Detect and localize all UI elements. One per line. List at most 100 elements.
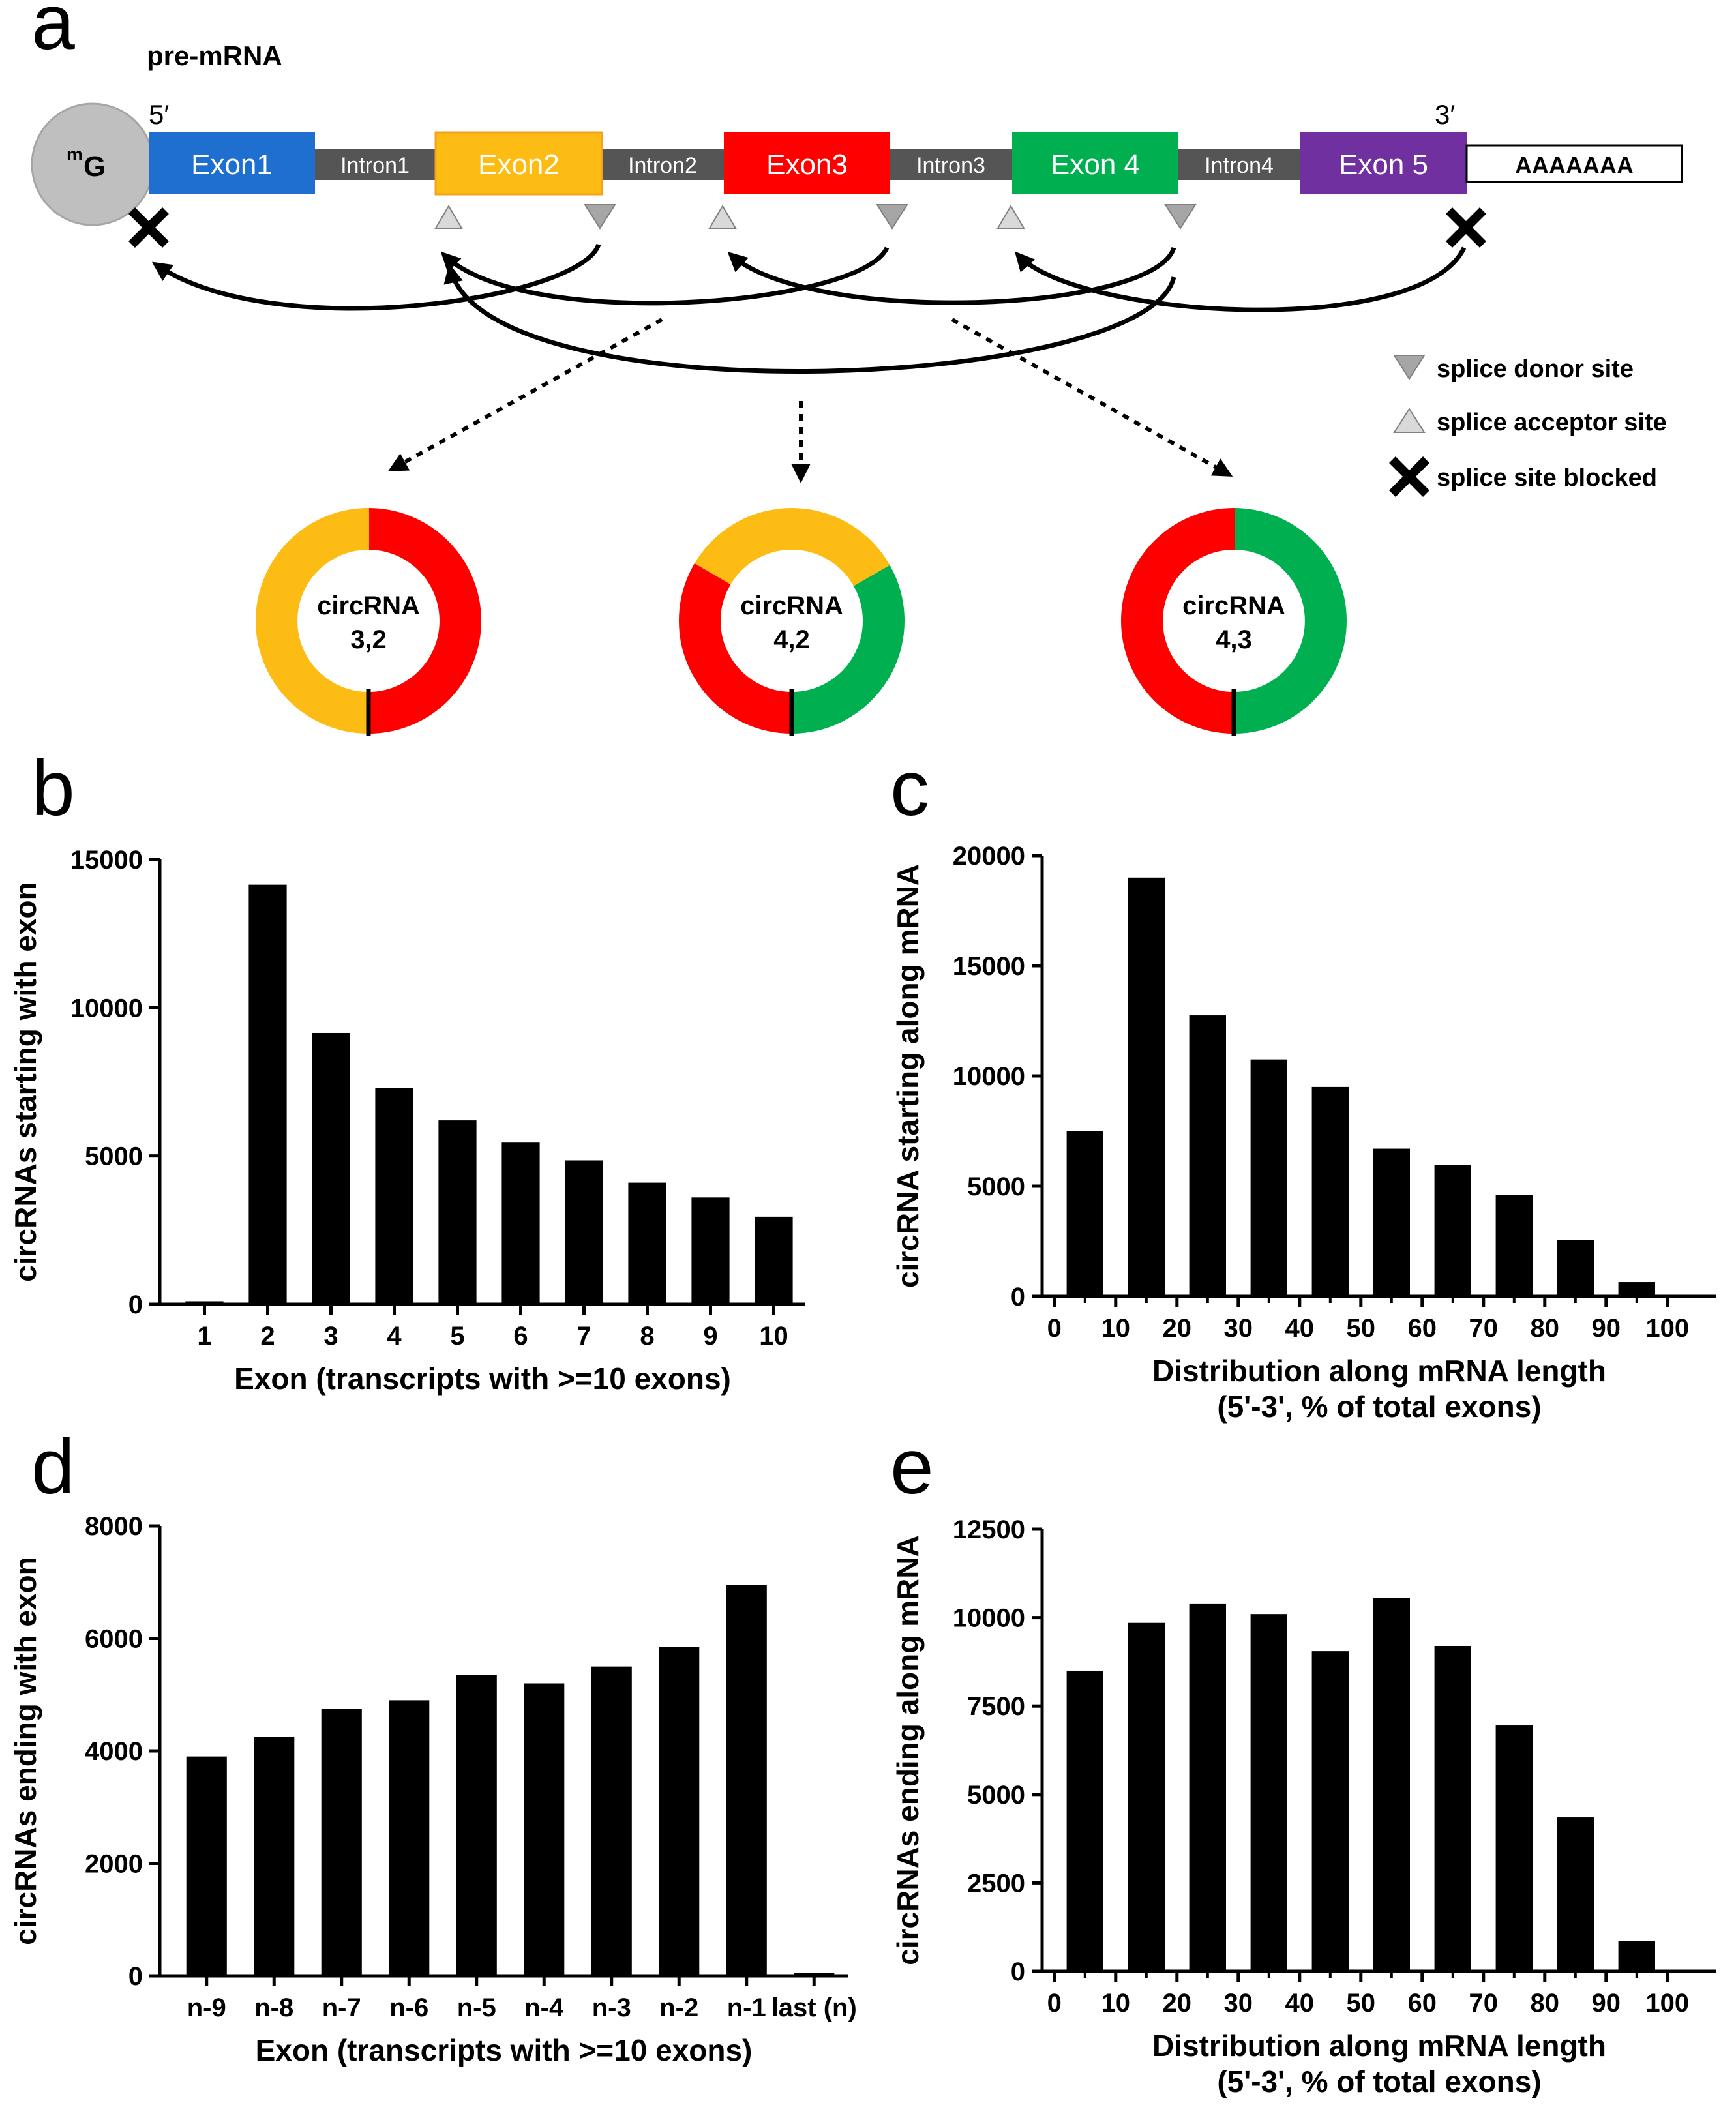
bar — [1189, 1015, 1226, 1296]
x-tick-label: 80 — [1531, 1989, 1560, 2018]
bar — [1373, 1598, 1410, 1971]
bar — [1557, 1240, 1594, 1296]
cross-icon — [1446, 207, 1486, 248]
bar — [524, 1683, 565, 1976]
panel-label-b: b — [31, 745, 75, 832]
y-tick-label: 2500 — [967, 1869, 1025, 1898]
chart-b: 0 5000 10000 15000 1 2 3 4 5 6 7 8 9 10 Exon (transcri… — [8, 846, 805, 1396]
cap-letter: G — [83, 151, 106, 183]
x-tick-label: 90 — [1592, 1314, 1621, 1343]
dotted-arrow — [387, 318, 663, 471]
panel-label-d: d — [31, 1423, 75, 1510]
y-tick-label: 0 — [128, 1291, 143, 1319]
x-tick-label: n-8 — [254, 1993, 293, 2022]
cap-icon: m G — [31, 102, 155, 226]
x-tick-label: 1 — [197, 1322, 211, 1351]
circrna-ring-3: circRNA 4,3 — [1121, 507, 1347, 736]
y-tick-label: 10000 — [953, 1062, 1025, 1091]
acceptor-triangle-icon — [708, 205, 737, 229]
bar — [1128, 1622, 1165, 1971]
x-tick-label: 70 — [1469, 1989, 1499, 2018]
y-tick-label: 0 — [128, 1962, 143, 1991]
exon-3-label: Exon3 — [766, 149, 848, 181]
acceptor-triangle-icon — [1393, 408, 1426, 433]
y-tick-label: 4000 — [85, 1737, 143, 1766]
exon-1-label: Exon1 — [191, 149, 273, 181]
x-tick-label: 10 — [1101, 1989, 1131, 2018]
y-tick-label: 20000 — [953, 842, 1025, 871]
panel-label-e: e — [890, 1423, 934, 1510]
circrna-label: circRNA — [740, 591, 843, 620]
x-tick-label: 7 — [576, 1322, 591, 1351]
bar — [254, 1737, 295, 1976]
x-tick-label: 9 — [703, 1322, 717, 1351]
bar — [1066, 1131, 1103, 1296]
intron-2-label: Intron2 — [628, 153, 697, 178]
exon-4-label: Exon 4 — [1051, 149, 1140, 181]
bar — [1311, 1651, 1349, 1971]
splice-arc — [443, 263, 1176, 374]
bar — [438, 1120, 477, 1304]
x-tick-label: n-7 — [322, 1993, 361, 2022]
dotted-arrow — [951, 318, 1233, 477]
bar — [1066, 1670, 1103, 1971]
intron-1-label: Intron1 — [340, 153, 410, 178]
x-axis-title: Exon (transcripts with >=10 exons) — [256, 2033, 753, 2067]
y-tick-label: 0 — [1011, 1283, 1025, 1311]
circrna-segment — [791, 563, 905, 734]
x-axis-title: Exon (transcripts with >=10 exons) — [234, 1362, 731, 1396]
x-tick-label: n-2 — [659, 1993, 698, 2022]
bar — [794, 1973, 835, 1976]
x-tick-label: 6 — [513, 1322, 528, 1351]
circrna-segment — [1233, 507, 1347, 734]
bar — [755, 1216, 793, 1304]
circrna-segment — [679, 563, 792, 734]
diagram-title: pre-mRNA — [147, 40, 282, 71]
y-tick-label: 15000 — [70, 846, 143, 874]
x-axis-title: Distribution along mRNA length — [1152, 1354, 1606, 1388]
y-tick-label: 12500 — [953, 1515, 1025, 1544]
poly-a-label: AAAAAAA — [1515, 152, 1634, 179]
y-tick-label: 15000 — [953, 952, 1025, 981]
circrna-segment — [368, 507, 481, 734]
y-tick-label: 5000 — [85, 1142, 143, 1171]
bar — [312, 1032, 350, 1304]
x-tick-label: 2 — [260, 1322, 275, 1351]
three-prime-label: 3′ — [1435, 99, 1455, 130]
x-tick-label: n-1 — [727, 1993, 766, 2022]
x-tick-label: 100 — [1645, 1989, 1689, 2018]
splice-arc — [727, 246, 1176, 305]
donor-triangle-icon — [1393, 355, 1426, 380]
legend: splice donor site splice acceptor site s… — [1389, 355, 1667, 497]
circrna-rings: circRNA 3,2 circRNA 4,2 circRNA 4,3 — [256, 507, 1347, 736]
bar — [1373, 1148, 1410, 1296]
x-tick-label: 10 — [759, 1322, 788, 1351]
x-tick-label: 20 — [1163, 1989, 1192, 2018]
bar — [186, 1756, 227, 1976]
y-axis-title: circRNAs ending with exon — [8, 1557, 42, 1945]
bar — [185, 1301, 224, 1304]
cap-superscript: m — [67, 144, 83, 164]
x-tick-label: n-5 — [457, 1993, 496, 2022]
x-tick-label: 30 — [1224, 1314, 1253, 1343]
bar — [248, 884, 287, 1304]
x-tick-label: 30 — [1224, 1989, 1253, 2018]
x-tick-label: n-9 — [187, 1993, 226, 2022]
bar — [1618, 1282, 1655, 1296]
bar — [456, 1675, 497, 1976]
y-tick-label: 2000 — [85, 1850, 143, 1879]
bar — [1434, 1645, 1471, 1971]
legend-label-blocked: splice site blocked — [1437, 464, 1657, 492]
splice-arc — [1014, 246, 1467, 312]
splice-arc — [440, 246, 890, 306]
x-tick-label: n-3 — [592, 1993, 631, 2022]
x-tick-label: last (n) — [771, 1993, 857, 2022]
circrna-segment — [256, 507, 369, 734]
circrna-id: 4,2 — [773, 625, 810, 654]
bar — [1495, 1195, 1533, 1296]
y-axis-title: circRNA starting along mRNA — [891, 864, 925, 1288]
bar — [691, 1197, 730, 1304]
exon-2: Exon2 — [434, 131, 603, 196]
five-prime-label: 5′ — [149, 99, 169, 130]
chart-c: 0 5000 10000 15000 20000 0 10 20 30 40 50 60 70 80 90 1… — [891, 842, 1716, 1424]
